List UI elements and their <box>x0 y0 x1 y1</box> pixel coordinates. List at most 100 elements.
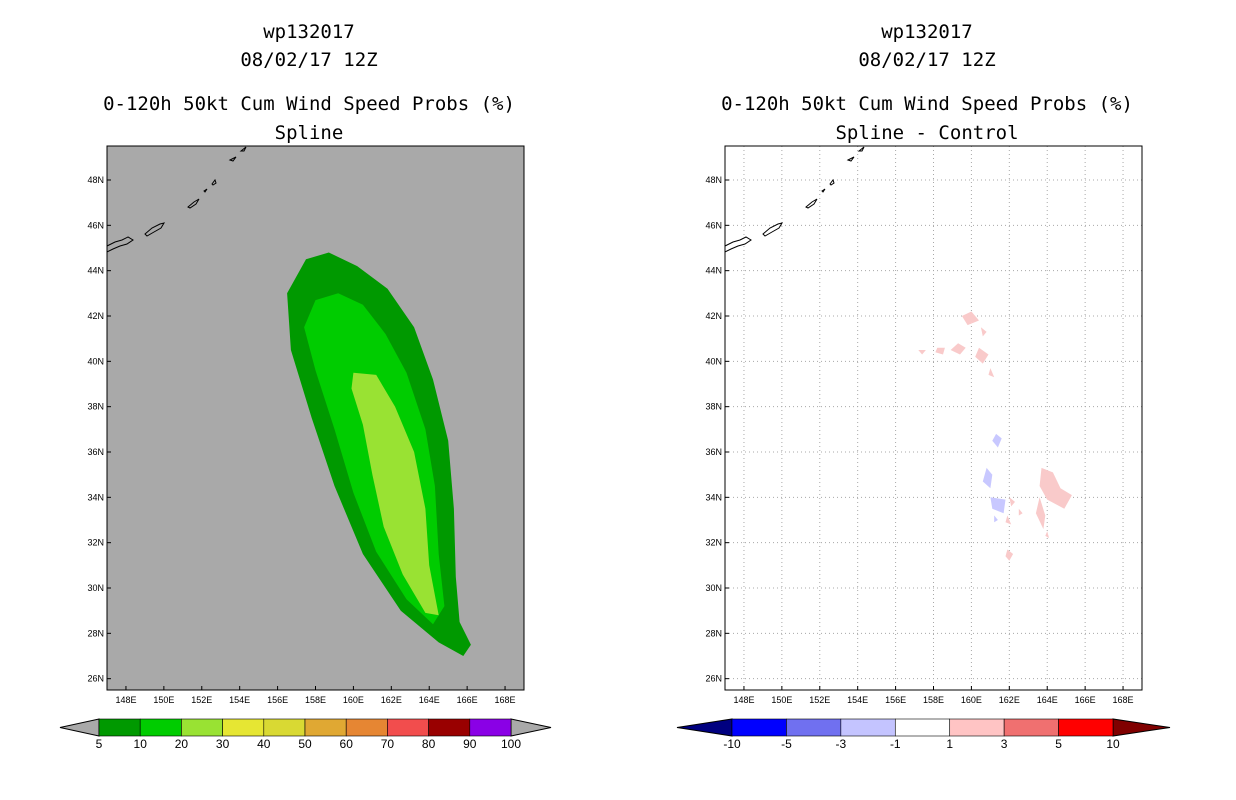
right-x-axis: 148E 150E 152E 154E 156E 158E 160E 162E 164E 166E… <box>733 686 1134 705</box>
right-contour-16 <box>1045 531 1050 539</box>
left-ytick-label-10: 28N <box>87 628 104 638</box>
left-colorbar-label-5: 50 <box>298 737 312 751</box>
right-ytick-label-2: 44N <box>705 266 722 276</box>
right-ytick-label-10: 28N <box>705 628 722 638</box>
right-colorbar-label-5: 3 <box>1001 737 1008 751</box>
left-colorbar-label-3: 30 <box>216 737 230 751</box>
right-ytick-label-6: 36N <box>705 447 722 457</box>
right-ytick-label-5: 38N <box>705 402 722 412</box>
left-ytick-label-9: 30N <box>87 583 104 593</box>
right-xtick-label-8: 164E <box>1037 695 1058 705</box>
left-ytick-label-3: 42N <box>87 311 104 321</box>
right-colorbar-label-1: -5 <box>781 737 792 751</box>
right-xtick-label-2: 152E <box>809 695 830 705</box>
right-contour-9 <box>990 497 1006 514</box>
left-xtick-label-7: 162E <box>381 695 402 705</box>
right-coast-island-4 <box>829 178 835 186</box>
right-coast-island-6 <box>857 146 865 152</box>
right-ytick-label-4: 40N <box>705 356 722 366</box>
left-coast-island-3 <box>203 188 208 193</box>
right-contour-17 <box>1005 549 1014 561</box>
left-ytick-label-7: 34N <box>87 492 104 502</box>
right-ytick-label-9: 30N <box>705 583 722 593</box>
right-y-axis: 48N 46N 44N 42N 40N 38N 36N 34N 32N 30N 28N 26N <box>705 175 729 684</box>
left-xtick-label-10: 168E <box>495 695 516 705</box>
left-colorbar-under-triangle <box>59 718 100 737</box>
right-contour-11 <box>1039 467 1072 509</box>
left-colorbar-swatch-3 <box>222 718 265 737</box>
left-title-line-3: 0-120h 50kt Cum Wind Speed Probs (%) <box>103 93 515 115</box>
panel-left: wp132017 08/02/17 12Z 0-120h 50kt Cum Wi… <box>59 21 552 751</box>
left-y-axis: 48N 46N 44N 42N 40N 38N 36N 34N 32N 30N 28N 26N <box>87 175 111 684</box>
right-contour-3 <box>935 347 945 355</box>
right-title-line-4: Spline - Control <box>835 122 1018 144</box>
right-ytick-label-8: 32N <box>705 538 722 548</box>
right-contour-14 <box>1005 515 1012 525</box>
right-contour-13 <box>1009 497 1015 507</box>
right-coast-hokkaido <box>724 236 752 253</box>
left-colorbar-label-1: 10 <box>134 737 148 751</box>
left-xtick-label-1: 150E <box>153 695 174 705</box>
right-colorbar-label-4: 1 <box>946 737 953 751</box>
right-title-line-1: wp132017 <box>881 21 973 43</box>
left-ytick-label-11: 26N <box>87 674 104 684</box>
left-colorbar-label-2: 20 <box>175 737 189 751</box>
left-colorbar-swatch-0 <box>98 718 141 737</box>
right-coastline <box>724 146 865 253</box>
left-ytick-label-4: 40N <box>87 356 104 366</box>
right-contour-5 <box>975 347 989 364</box>
right-xtick-label-7: 162E <box>999 695 1020 705</box>
right-xtick-label-3: 154E <box>847 695 868 705</box>
right-colorbar-label-0: -10 <box>723 737 741 751</box>
right-contour-1 <box>980 327 987 337</box>
right-xtick-label-9: 166E <box>1075 695 1096 705</box>
right-contour-4 <box>918 350 926 355</box>
left-colorbar-label-10: 100 <box>501 737 521 751</box>
left-xtick-label-4: 156E <box>267 695 288 705</box>
right-contour-7 <box>992 433 1002 448</box>
left-contours <box>287 252 471 656</box>
left-colorbar-swatch-2 <box>181 718 223 737</box>
left-coast-island-6 <box>239 146 247 152</box>
right-title-line-2: 08/02/17 12Z <box>858 49 995 71</box>
right-contour-15 <box>1018 508 1023 516</box>
left-title-line-2: 08/02/17 12Z <box>240 49 377 71</box>
right-colorbar-swatch-1 <box>786 718 842 737</box>
right-colorbar-under-triangle <box>676 718 733 737</box>
left-colorbar-over-triangle <box>510 718 552 737</box>
left-xtick-label-3: 154E <box>229 695 250 705</box>
right-contour-8 <box>982 467 993 489</box>
left-coast-island-5 <box>228 156 237 162</box>
right-colorbar: -10 -5 -3 -1 1 3 5 10 <box>676 718 1171 751</box>
left-colorbar-swatch-9 <box>469 718 512 737</box>
right-colorbar-swatch-5 <box>1003 718 1059 737</box>
right-xtick-label-4: 156E <box>885 695 906 705</box>
right-colorbar-swatch-6 <box>1058 718 1114 737</box>
left-xtick-label-5: 158E <box>305 695 326 705</box>
right-coast-island-3 <box>821 188 826 193</box>
right-ytick-label-11: 26N <box>705 674 722 684</box>
right-xtick-label-6: 160E <box>961 695 982 705</box>
left-colorbar-label-4: 40 <box>257 737 271 751</box>
right-colorbar-swatch-0 <box>731 718 787 737</box>
left-colorbar-swatch-4 <box>263 718 306 737</box>
right-colorbar-swatch-2 <box>840 718 896 737</box>
left-ytick-label-0: 48N <box>87 175 104 185</box>
left-colorbar-label-9: 90 <box>463 737 477 751</box>
right-ytick-label-3: 42N <box>705 311 722 321</box>
left-colorbar-label-7: 70 <box>381 737 395 751</box>
right-gridlines <box>725 146 1142 690</box>
left-colorbar: 5 10 20 30 40 50 60 70 80 90 100 <box>59 718 552 751</box>
right-colorbar-label-7: 10 <box>1106 737 1120 751</box>
left-colorbar-label-0: 5 <box>96 737 103 751</box>
right-xtick-label-0: 148E <box>733 695 754 705</box>
right-contour-0 <box>961 311 979 326</box>
right-colorbar-swatch-4 <box>949 718 1005 737</box>
right-colorbar-label-6: 5 <box>1055 737 1062 751</box>
left-colorbar-swatch-1 <box>139 718 182 737</box>
left-colorbar-swatch-5 <box>304 718 347 737</box>
left-xtick-label-2: 152E <box>191 695 212 705</box>
right-colorbar-over-triangle <box>1112 718 1171 737</box>
left-coast-island-2 <box>187 198 200 209</box>
